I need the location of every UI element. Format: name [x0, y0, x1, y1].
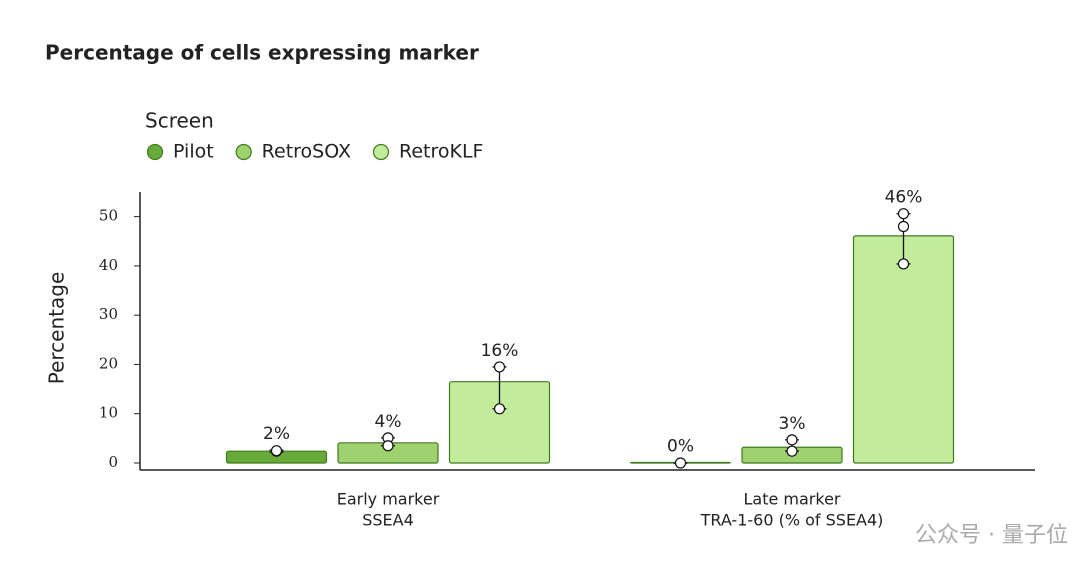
chart-title: Percentage of cells expressing marker [45, 41, 479, 65]
value-label: 3% [779, 414, 806, 434]
y-tick-label: 50 [99, 207, 118, 225]
x-tick-sublabel: SSEA4 [362, 511, 414, 530]
x-tick-sublabel: TRA-1-60 (% of SSEA4) [700, 511, 884, 530]
value-label: 16% [481, 341, 519, 361]
legend-title: Screen [145, 109, 214, 133]
legend-marker [235, 143, 252, 161]
data-point [674, 457, 687, 469]
legend-label: Pilot [173, 141, 214, 163]
value-label: 2% [263, 424, 290, 444]
data-point [786, 434, 798, 446]
data-point [897, 258, 910, 270]
value-label: 0% [667, 437, 694, 457]
value-label: 46% [885, 188, 923, 208]
data-point [493, 403, 506, 415]
y-tick-label: 20 [99, 354, 118, 372]
data-point [270, 445, 283, 457]
data-point [897, 208, 910, 220]
y-axis-label: Percentage [45, 272, 69, 385]
data-point [786, 445, 798, 457]
value-label: 4% [375, 412, 402, 432]
data-point [493, 361, 506, 373]
data-point [382, 440, 394, 452]
y-tick-label: 30 [99, 305, 118, 323]
bar [852, 235, 955, 464]
legend-label: RetroKLF [399, 141, 483, 163]
x-tick-label: Early marker [337, 490, 440, 509]
watermark: 公众号 · 量子位 [915, 523, 1068, 548]
legend-marker [146, 143, 164, 161]
y-tick-label: 0 [108, 453, 118, 471]
y-tick-label: 40 [99, 256, 118, 274]
legend-marker [372, 143, 390, 161]
legend-label: RetroSOX [262, 141, 351, 163]
x-tick-label: Late marker [743, 490, 840, 509]
y-tick-label: 10 [99, 404, 118, 422]
data-point [897, 220, 910, 233]
